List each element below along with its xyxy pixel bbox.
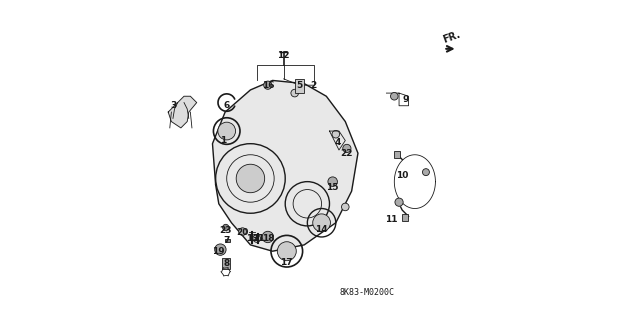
Text: 17: 17 bbox=[280, 258, 293, 267]
Bar bbox=[225, 239, 230, 242]
Text: 11: 11 bbox=[385, 215, 397, 224]
Text: 6: 6 bbox=[223, 101, 230, 110]
Text: 19: 19 bbox=[212, 247, 225, 256]
Text: 12: 12 bbox=[277, 51, 290, 60]
Circle shape bbox=[343, 144, 351, 152]
Text: 4: 4 bbox=[334, 137, 340, 147]
Circle shape bbox=[225, 130, 232, 138]
Text: 18: 18 bbox=[262, 234, 274, 243]
Circle shape bbox=[239, 228, 246, 235]
Circle shape bbox=[262, 231, 273, 243]
Bar bbox=[402, 214, 408, 221]
Circle shape bbox=[395, 198, 403, 206]
Bar bbox=[394, 151, 400, 158]
Polygon shape bbox=[212, 80, 358, 251]
Circle shape bbox=[313, 214, 330, 232]
Text: 7: 7 bbox=[223, 236, 230, 245]
Circle shape bbox=[328, 177, 337, 186]
Circle shape bbox=[218, 122, 236, 140]
Text: 14: 14 bbox=[316, 225, 328, 234]
Circle shape bbox=[236, 164, 265, 193]
Text: 8: 8 bbox=[223, 259, 230, 268]
Text: 22: 22 bbox=[340, 149, 353, 158]
Circle shape bbox=[291, 89, 298, 97]
Circle shape bbox=[342, 203, 349, 211]
Text: 9: 9 bbox=[402, 95, 408, 104]
Text: 21: 21 bbox=[252, 234, 264, 243]
Text: 13: 13 bbox=[246, 234, 259, 243]
Text: 8K83-M0200C: 8K83-M0200C bbox=[340, 288, 395, 297]
Text: 5: 5 bbox=[296, 81, 303, 90]
Circle shape bbox=[264, 81, 272, 89]
Text: 15: 15 bbox=[326, 183, 339, 192]
Text: 20: 20 bbox=[236, 228, 249, 237]
Circle shape bbox=[332, 130, 340, 138]
Text: 3: 3 bbox=[171, 101, 177, 110]
Text: 16: 16 bbox=[262, 81, 274, 90]
Bar bbox=[222, 257, 230, 269]
Circle shape bbox=[214, 244, 226, 255]
Text: 2: 2 bbox=[310, 81, 317, 90]
Circle shape bbox=[223, 224, 229, 231]
Text: 23: 23 bbox=[219, 226, 232, 235]
Circle shape bbox=[422, 169, 429, 176]
Text: 1: 1 bbox=[220, 136, 227, 145]
Circle shape bbox=[390, 93, 398, 100]
Text: FR.: FR. bbox=[442, 29, 462, 45]
Circle shape bbox=[277, 242, 296, 261]
Polygon shape bbox=[168, 96, 196, 128]
Text: 10: 10 bbox=[396, 171, 408, 180]
Bar bbox=[294, 79, 304, 93]
Circle shape bbox=[253, 235, 260, 242]
